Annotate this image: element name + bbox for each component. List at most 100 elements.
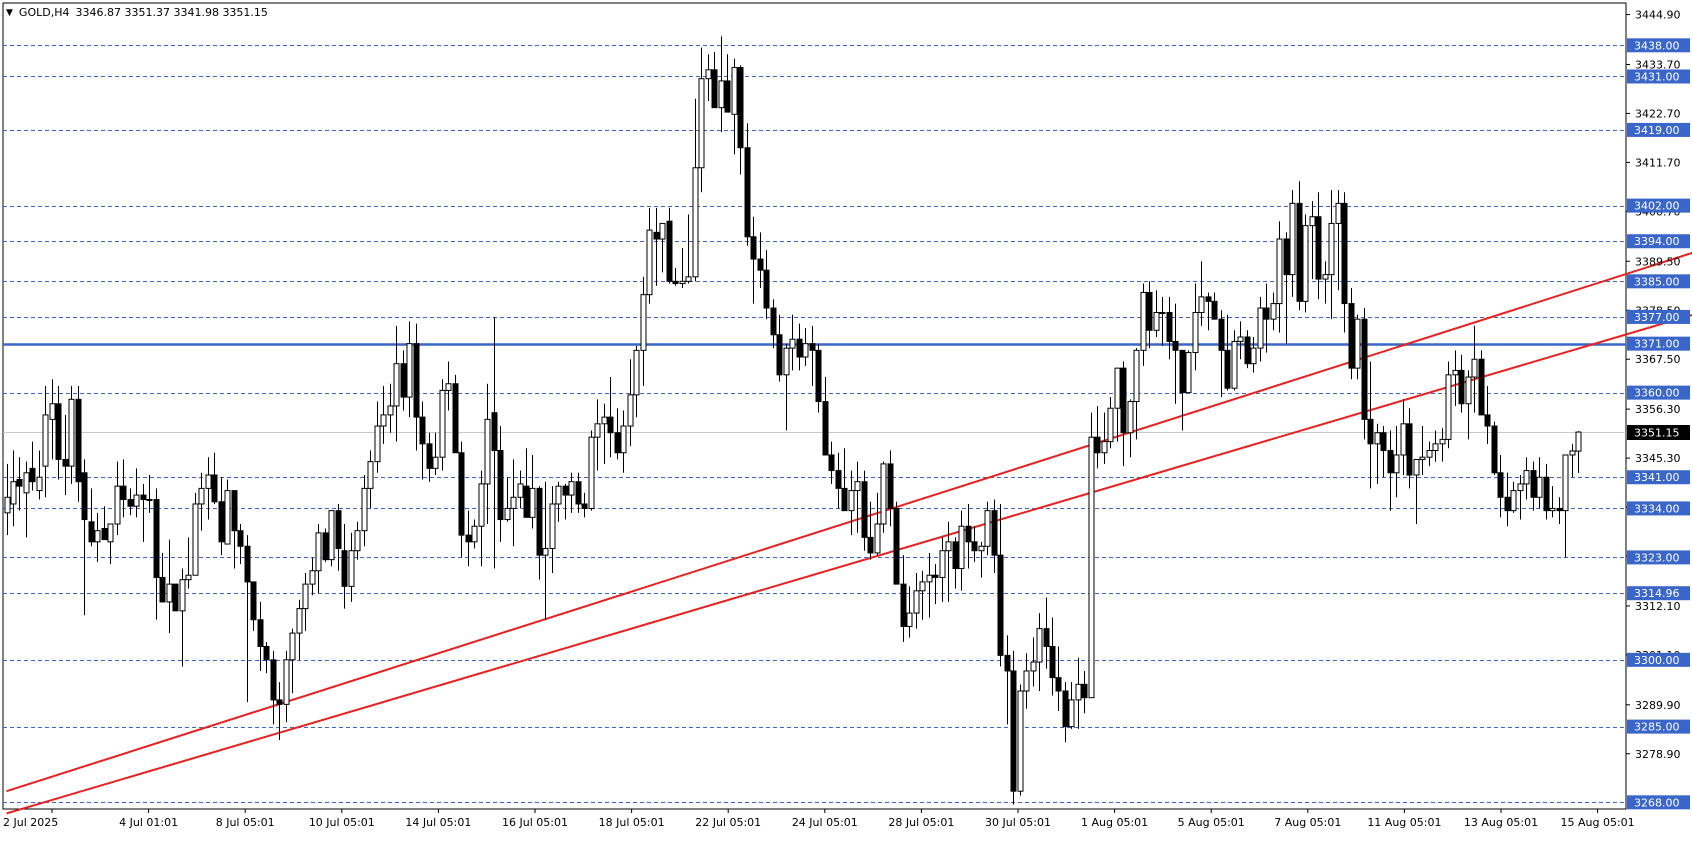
candle[interactable] [693,99,698,282]
candle[interactable] [134,468,139,517]
candle[interactable] [920,571,925,620]
candle[interactable] [56,386,61,480]
candle[interactable] [1544,464,1549,520]
candle[interactable] [1550,486,1555,517]
candle[interactable] [342,524,347,609]
candle[interactable] [1199,261,1204,326]
candle[interactable] [1336,190,1341,290]
candle[interactable] [1440,428,1445,461]
candle[interactable] [1407,408,1412,488]
candle[interactable] [1505,473,1510,526]
candle[interactable] [1011,651,1016,805]
trendline[interactable] [7,310,1692,813]
candle[interactable] [459,442,464,558]
candle[interactable] [784,344,789,431]
candle[interactable] [1271,292,1276,330]
candle[interactable] [589,430,594,510]
candle[interactable] [186,537,191,588]
candle[interactable] [1446,361,1451,448]
candle[interactable] [615,408,620,459]
menu-triangle-icon[interactable]: ▼ [6,8,13,18]
candle[interactable] [992,500,997,573]
candle[interactable] [43,386,48,497]
candle[interactable] [95,513,100,562]
candle[interactable] [1342,192,1347,332]
candle[interactable] [1284,232,1289,343]
candle[interactable] [1225,315,1230,391]
candle[interactable] [5,464,10,535]
candle[interactable] [842,448,847,510]
candle[interactable] [271,651,276,724]
candle[interactable] [1511,482,1516,513]
candle[interactable] [1316,192,1321,299]
candle[interactable] [30,442,35,491]
candle[interactable] [862,471,867,551]
candle[interactable] [297,600,302,660]
candle[interactable] [1518,475,1523,520]
candle[interactable] [1095,406,1100,468]
candle[interactable] [89,488,94,546]
candle[interactable] [1212,292,1217,319]
candle[interactable] [725,54,730,112]
candle[interactable] [1076,658,1081,729]
candle[interactable] [1472,326,1477,413]
candle[interactable] [498,426,503,542]
candle[interactable] [1121,361,1126,466]
candle[interactable] [180,569,185,667]
candle[interactable] [1069,682,1074,729]
candle[interactable] [303,573,308,631]
candle[interactable] [1005,635,1010,724]
candle[interactable] [855,462,860,533]
candle[interactable] [433,433,438,475]
candle[interactable] [232,491,237,569]
candle[interactable] [1089,413,1094,698]
candle[interactable] [50,379,55,459]
candle[interactable] [1355,315,1360,380]
candle[interactable] [1414,459,1419,524]
candle[interactable] [914,573,919,629]
candle[interactable] [706,54,711,101]
candle[interactable] [1219,310,1224,397]
candle[interactable] [738,65,743,174]
candle[interactable] [940,537,945,602]
candle[interactable] [1466,370,1471,439]
candle[interactable] [76,386,81,502]
candle[interactable] [875,493,880,555]
candle[interactable] [680,248,685,288]
trendline[interactable] [7,248,1692,791]
candle[interactable] [1290,190,1295,297]
candle[interactable] [1524,457,1529,499]
candle[interactable] [888,451,893,527]
candle[interactable] [1167,297,1172,359]
candle[interactable] [745,123,750,245]
candle[interactable] [1056,646,1061,711]
candle[interactable] [108,524,113,564]
candle[interactable] [810,326,815,386]
candle[interactable] [1537,457,1542,508]
candle[interactable] [206,457,211,519]
candle[interactable] [485,384,490,524]
candle[interactable] [427,433,432,482]
candle[interactable] [699,48,704,193]
candle[interactable] [556,482,561,522]
candle[interactable] [167,540,172,634]
candle[interactable] [368,451,373,509]
candle[interactable] [1180,350,1185,430]
candle[interactable] [1394,426,1399,497]
candle[interactable] [1128,399,1133,457]
candle[interactable] [1433,430,1438,461]
candle[interactable] [1297,181,1302,310]
candle[interactable] [686,215,691,284]
candle[interactable] [1329,190,1334,319]
candle[interactable] [173,584,178,611]
candle[interactable] [537,486,542,580]
candle[interactable] [407,321,412,417]
candle[interactable] [907,586,912,637]
candle[interactable] [238,524,243,564]
candle[interactable] [1108,397,1113,448]
candle[interactable] [647,208,652,304]
candle[interactable] [212,453,217,504]
candle[interactable] [582,493,587,517]
candle[interactable] [797,324,802,371]
